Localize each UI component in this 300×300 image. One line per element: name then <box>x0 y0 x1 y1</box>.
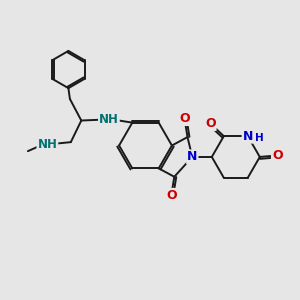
Text: N: N <box>243 130 253 142</box>
Text: NH: NH <box>99 112 119 125</box>
Text: O: O <box>205 117 216 130</box>
Text: NH: NH <box>38 138 57 151</box>
Text: O: O <box>179 112 190 125</box>
Text: H: H <box>255 133 264 142</box>
Text: N: N <box>187 150 197 164</box>
Text: O: O <box>166 189 177 202</box>
Text: O: O <box>272 149 283 162</box>
